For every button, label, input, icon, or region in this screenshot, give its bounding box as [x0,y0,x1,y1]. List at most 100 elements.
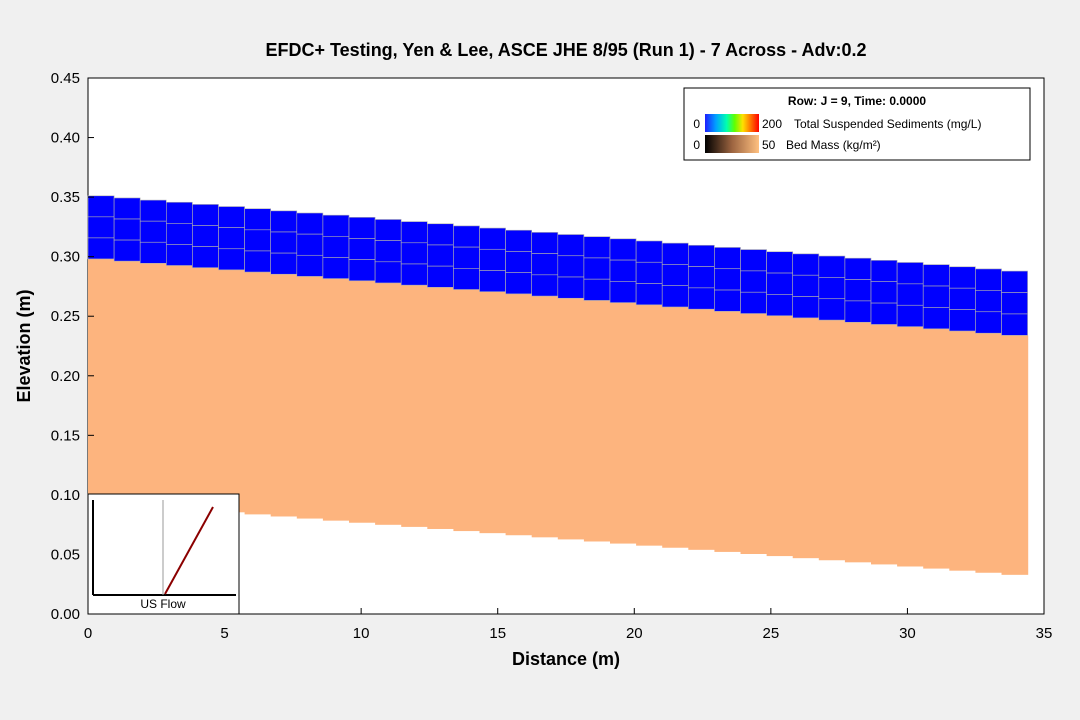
inset-us-flow: US Flow [87,493,240,615]
legend-bed-colorbar [705,135,759,153]
y-axis: 0.00 0.05 0.10 0.15 0.20 0.25 0.30 0.35 0.40 0.45 [51,70,94,623]
water-cell [531,232,559,254]
bed-cell [427,287,455,529]
water-cell [896,304,924,327]
water-cell [975,268,1002,291]
bed-cell [479,291,507,534]
y-tick-label: 0.40 [51,130,80,147]
water-cell [453,225,480,248]
bed-cell [897,326,924,567]
water-cell [792,274,820,297]
water-cell [870,281,898,304]
water-cell [1001,292,1028,315]
bed-cell [218,269,246,513]
bed-cell [923,328,950,569]
legend-tss-min: 0 [693,117,700,131]
bed-cell [636,304,663,546]
bed-cell [322,278,350,521]
water-cell [844,279,872,302]
water-cell [296,233,324,256]
water-cell [583,257,611,280]
water-cell [322,257,350,279]
water-cell [818,277,846,300]
water-cell [192,246,219,268]
bed-cell [114,261,141,504]
legend-tss-max: 200 [762,117,782,131]
water-cell [1001,270,1028,293]
water-cell [453,268,480,290]
water-cell [296,212,324,235]
water-cell [322,214,350,237]
water-cell [818,255,846,278]
x-tick-label: 35 [1036,625,1053,642]
water-cell [609,281,637,303]
water-cell [949,309,976,332]
water-cell [348,238,376,260]
x-tick-label: 0 [84,625,92,642]
water-cell [766,251,794,274]
bed-cell [583,300,611,542]
water-cell [531,253,559,276]
water-cell [557,255,585,278]
water-cell [348,217,376,239]
water-cell [270,210,298,233]
water-cell [688,266,715,289]
water-cell [1001,313,1028,336]
water-cell [583,236,611,259]
water-cell [922,307,950,330]
water-cell [479,270,506,293]
water-cell [896,283,924,306]
water-cell [531,274,559,297]
water-cell [635,283,663,306]
water-cell [322,236,350,258]
bed-cell [88,258,115,502]
water-cell [166,223,193,245]
legend-bed-max: 50 [762,138,776,152]
water-cell [688,244,715,267]
water-cell [400,263,428,286]
water-cell [714,289,741,312]
water-cell [661,264,689,286]
bed-cell [818,320,846,561]
x-tick-label: 10 [353,625,370,642]
water-cell [139,220,167,243]
water-cell [922,264,950,287]
water-cell [505,251,533,273]
bed-cell [662,306,689,548]
inset-label: US Flow [140,597,186,611]
water-cell [113,239,141,262]
water-cell [635,240,663,263]
water-cell [792,296,820,319]
water-cell [374,261,402,284]
chart-title: EFDC+ Testing, Yen & Lee, ASCE JHE 8/95 … [266,40,867,60]
water-cell [113,218,141,241]
water-cell [844,257,872,280]
water-cell [270,231,298,254]
water-cell [505,229,533,252]
water-cell [427,223,454,246]
water-cell [139,241,167,264]
bed-cell [949,331,977,571]
y-tick-label: 0.00 [51,606,80,623]
y-tick-label: 0.10 [51,487,80,504]
bed-cell [166,265,194,509]
bed-cell [844,322,872,563]
water-cell [87,237,115,260]
water-cell [270,252,298,275]
water-cell [844,300,872,323]
water-cell [244,208,272,231]
inset-flow-line [164,506,214,595]
y-axis-title: Elevation (m) [14,289,34,402]
bed-cell [270,274,298,517]
bed-cell [401,285,428,527]
water-cell [557,276,585,299]
bed-cell [610,302,637,544]
water-cell [583,278,611,301]
legend-title: Row: J = 9, Time: 0.0000 [788,94,927,108]
water-cell [192,204,219,226]
y-tick-label: 0.45 [51,70,80,87]
water-cell [975,290,1002,313]
y-tick-label: 0.20 [51,368,80,385]
y-tick-label: 0.30 [51,249,80,266]
